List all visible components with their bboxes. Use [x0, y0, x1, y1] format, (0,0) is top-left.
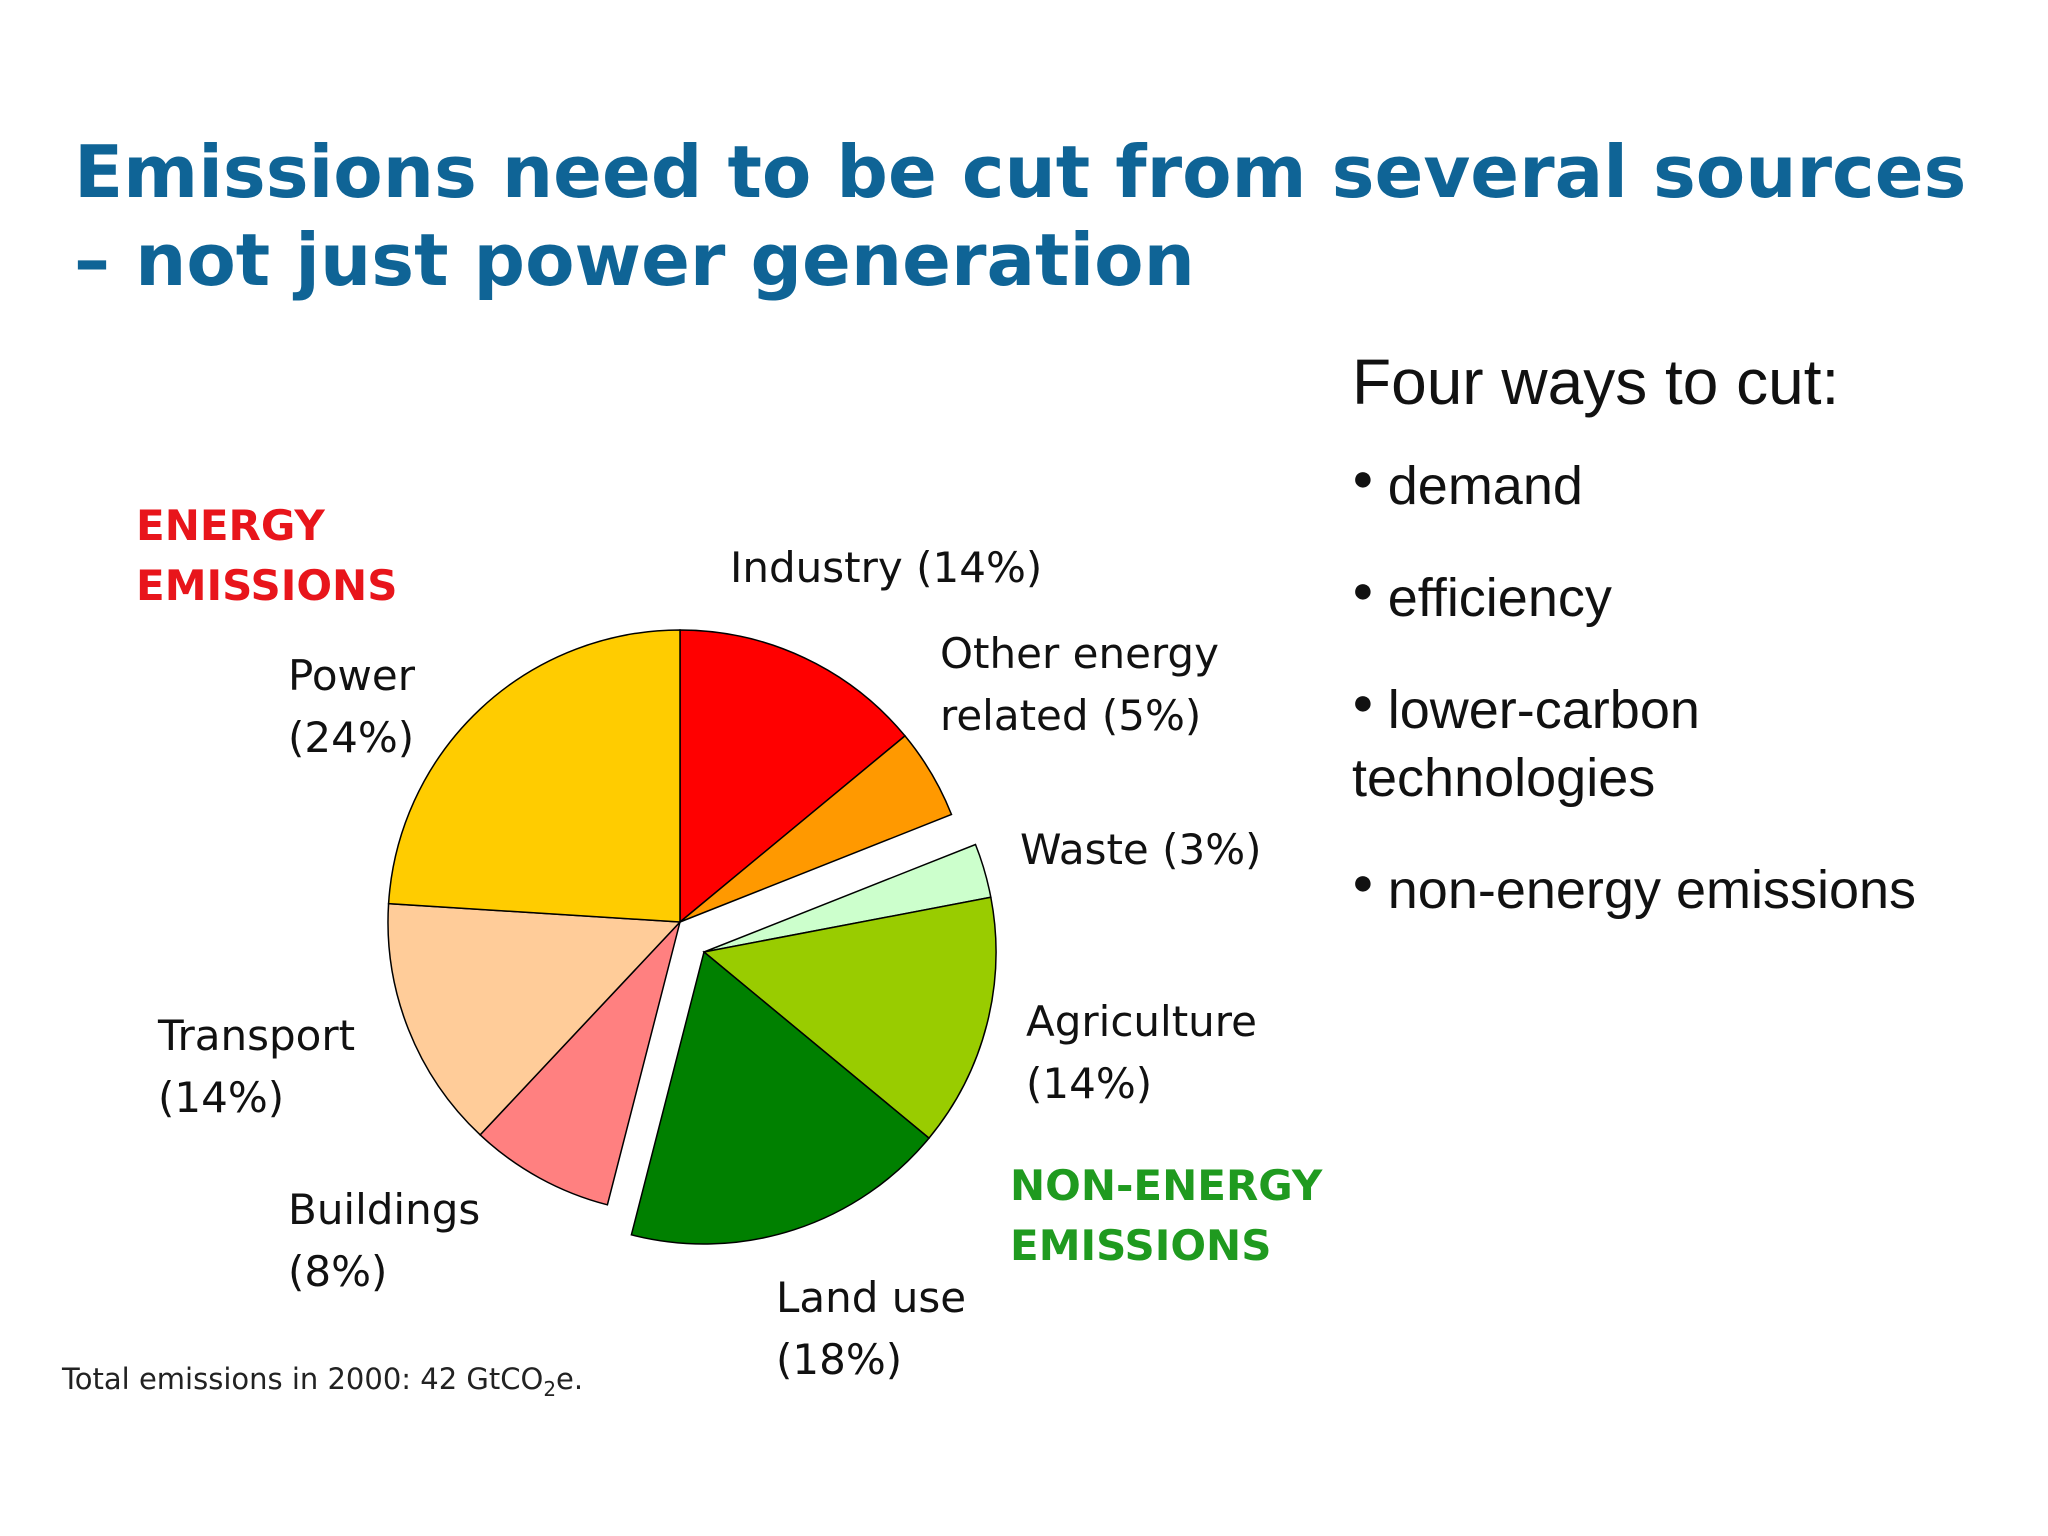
pie-slice-power — [387, 629, 681, 923]
pie-slice-agriculture — [702, 896, 997, 1140]
slice-label: Power (24%) — [288, 651, 416, 762]
slice-label-line-2: (8%) — [288, 1247, 387, 1296]
group-label-line-1: ENERGY — [136, 501, 325, 550]
slice-label-line-2: (14%) — [1026, 1059, 1152, 1108]
slice-label: Other energy related (5%) — [940, 629, 1219, 740]
pie-slices — [387, 629, 997, 1245]
page-title: Emissions need to be cut from several so… — [74, 128, 2034, 304]
slice-label: Waste (3%) — [1020, 825, 1262, 874]
bullet-icon: ● — [1352, 569, 1374, 610]
slice-label: Land use (18%) — [776, 1273, 966, 1384]
bullet-icon: ● — [1352, 457, 1374, 498]
group-label-line-1: NON-ENERGY — [1010, 1161, 1323, 1210]
slice-label-line-2: related (5%) — [940, 691, 1201, 740]
slice-label: Agriculture (14%) — [1026, 997, 1257, 1108]
slice-label-line-2: (14%) — [158, 1073, 284, 1122]
slice-label-line-2: (24%) — [288, 713, 414, 762]
title-line-1: Emissions need to be cut from several so… — [74, 130, 1967, 214]
group-labels: ENERGY EMISSIONS NON-ENERGY EMISSIONS — [136, 501, 1323, 1270]
list-item-label: lower-carbon technologies — [1352, 680, 1700, 808]
slice-label-line-1: Land use — [776, 1273, 966, 1322]
pie-slice-buildings — [479, 921, 681, 1206]
pie-slice-other-energy-related — [679, 734, 953, 923]
slice-label-line-2: (18%) — [776, 1335, 902, 1384]
footnote-subscript: 2 — [543, 1376, 557, 1401]
slice-label-line-1: Waste (3%) — [1020, 825, 1262, 874]
pie-slice-land-use — [630, 950, 931, 1245]
chart-footnote: Total emissions in 2000: 42 GtCO2e. — [62, 1362, 583, 1401]
list-item: ● lower-carbon technologies — [1352, 668, 2002, 812]
slice-label-line-1: Agriculture — [1026, 997, 1257, 1046]
footnote-prefix: Total emissions in 2000: 42 GtCO — [62, 1362, 544, 1396]
list-item-label: non-energy emissions — [1387, 860, 1917, 920]
list-item: ● efficiency — [1352, 556, 2002, 632]
pie-slice-industry — [679, 629, 907, 924]
pie-slice-transport — [387, 902, 682, 1136]
slice-label-line-1: Industry (14%) — [730, 543, 1042, 592]
ways-list: ● demand ● efficiency ● lower-carbon techno… — [1352, 444, 2002, 924]
ways-panel: Four ways to cut: ● demand ● efficiency ● l… — [1352, 340, 2002, 960]
slice-label-line-1: Other energy — [940, 629, 1219, 678]
group-label-line-2: EMISSIONS — [136, 561, 397, 610]
list-item-label: demand — [1387, 456, 1583, 516]
slice-label-line-1: Power — [288, 651, 416, 700]
list-item: ● demand — [1352, 444, 2002, 520]
slice-label: Transport (14%) — [157, 1011, 355, 1122]
bullet-icon: ● — [1352, 681, 1374, 722]
panel-heading: Four ways to cut: — [1352, 346, 1840, 418]
slice-label: Industry (14%) — [730, 543, 1042, 592]
list-item: ● non-energy emissions — [1352, 848, 2002, 924]
slice-label-line-1: Buildings — [288, 1185, 480, 1234]
slice-label-line-1: Transport — [157, 1011, 355, 1060]
bullet-icon: ● — [1352, 861, 1374, 902]
emissions-pie-chart: Industry (14%) Other energy related (5%) Wa… — [136, 501, 1323, 1384]
title-line-2: – not just power generation — [74, 218, 1195, 302]
slice-labels: Industry (14%) Other energy related (5%) Wa… — [157, 543, 1262, 1384]
group-label: ENERGY EMISSIONS — [136, 501, 397, 610]
slice-label: Buildings (8%) — [288, 1185, 480, 1296]
group-label-line-2: EMISSIONS — [1010, 1221, 1271, 1270]
list-item-label: efficiency — [1387, 568, 1612, 628]
group-label: NON-ENERGY EMISSIONS — [1010, 1161, 1323, 1270]
footnote-suffix: e. — [556, 1362, 584, 1396]
